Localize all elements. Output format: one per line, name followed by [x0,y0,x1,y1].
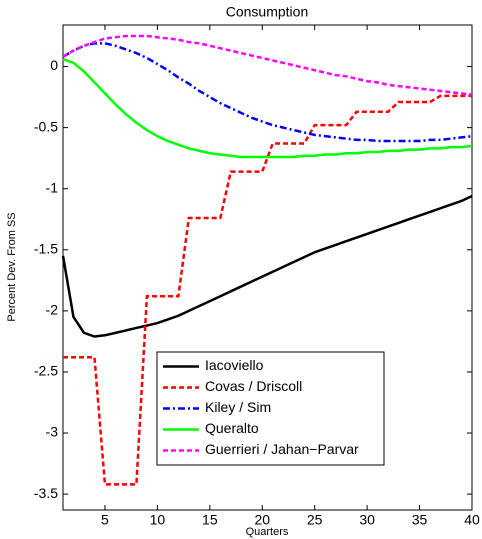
y-axis-label: Percent Dev. From SS [6,212,18,321]
legend-label: Guerrieri / Jahan−Parvar [205,441,359,457]
legend-label: Covas / Driscoll [205,378,302,394]
series-line [62,58,473,159]
plot-frame [62,24,473,511]
legend-label: Queralto [205,420,259,436]
series-line [63,94,472,486]
y-tick-label: -1 [46,179,59,195]
series-line [62,34,473,96]
x-tick-label: 35 [412,512,428,528]
chart-title: Consumption [226,4,309,20]
y-tick-label: 0 [50,57,58,73]
x-tick-label: 10 [150,512,166,528]
legend-label: Iacoviello [205,357,264,373]
y-tick-label: -2.5 [34,363,58,379]
y-tick-label: -0.5 [34,118,58,134]
x-tick-label: 25 [307,512,323,528]
y-tick-label: -1.5 [34,240,58,256]
x-axis-label: Quarters [246,526,289,538]
x-tick-label: 40 [464,512,480,528]
x-tick-label: 5 [101,512,109,528]
x-tick-label: 30 [359,512,375,528]
y-tick-label: -3 [46,424,59,440]
series-line [61,194,473,338]
series-line [62,42,473,143]
x-tick-label: 15 [202,512,218,528]
y-tick-label: -2 [46,302,59,318]
x-tick-label: 20 [254,512,270,528]
legend-label: Kiley / Sim [205,399,271,415]
y-tick-label: -3.5 [34,485,58,501]
